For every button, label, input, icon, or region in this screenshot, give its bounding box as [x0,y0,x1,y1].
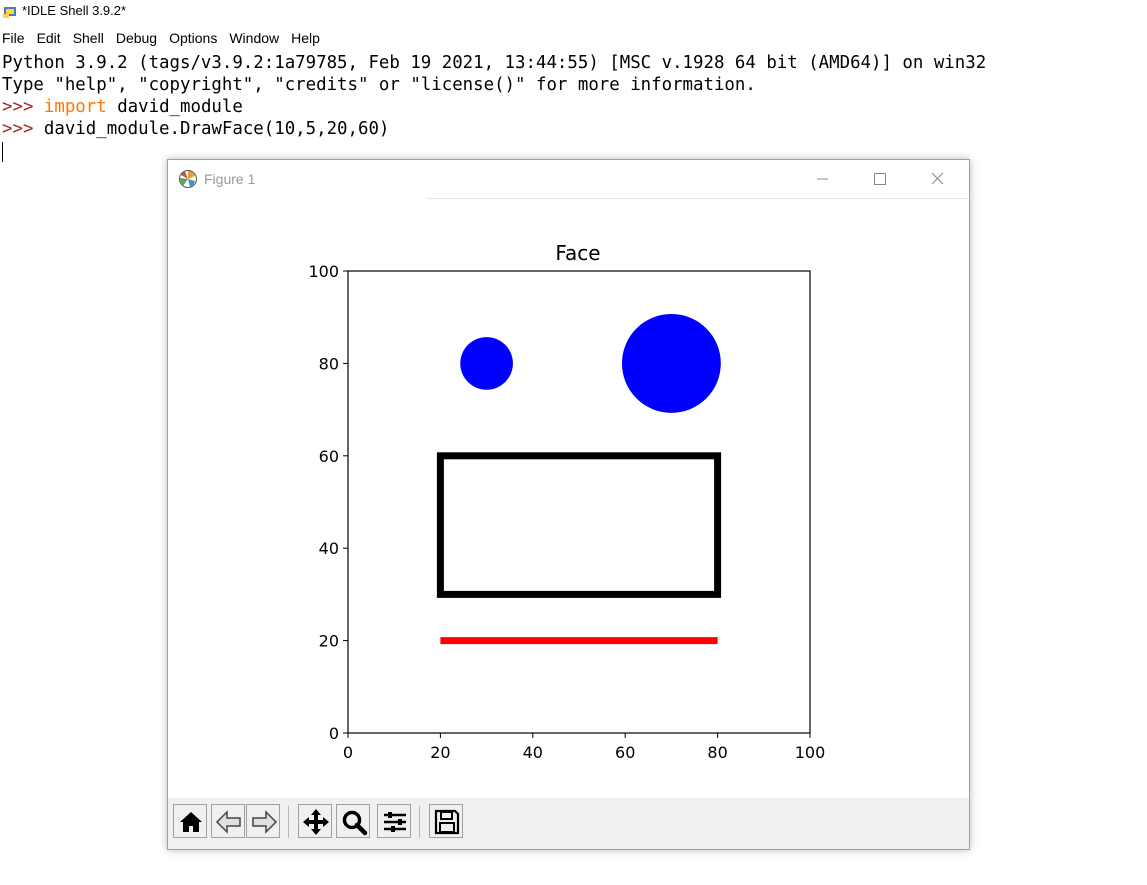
title-bar: *IDLE Shell 3.9.2* [0,0,1147,24]
minimize-icon[interactable] [799,164,845,194]
x-tick-label: 40 [523,743,543,762]
shell-prompt: >>> [2,119,44,139]
back-button[interactable] [211,804,245,838]
figure-title: Figure 1 [204,171,256,187]
command-text: david_module.DrawFace(10,5,20,60) [43,119,390,139]
menu-window[interactable]: Window [229,30,280,46]
y-tick-label: 100 [308,262,339,281]
shell-command-line-2: >>> david_module.DrawFace(10,5,20,60) [2,118,389,140]
close-icon[interactable] [914,164,960,194]
menu-shell[interactable]: Shell [72,30,104,46]
chart-title: Face [555,241,600,265]
menu-help[interactable]: Help [291,30,320,46]
x-tick-label: 100 [795,743,826,762]
python-keyword: import [43,97,107,117]
x-tick-label: 60 [615,743,635,762]
x-tick-label: 80 [707,743,727,762]
x-tick-label: 0 [343,743,353,762]
menu-options[interactable]: Options [169,30,218,46]
right-eye [621,313,721,413]
home-icon [180,812,202,832]
left-eye [460,337,513,390]
window-title: *IDLE Shell 3.9.2* [22,3,127,18]
banner-line-1: Python 3.9.2 (tags/v3.9.2:1a79785, Feb 1… [2,53,987,73]
shell-command-line-1: >>> import david_module [2,96,243,118]
y-tick-label: 40 [319,539,339,558]
figure-window: Figure 1 Face 0 20 40 60 80 100 0 20 40 60 80 100 [167,159,970,850]
plot-marks [436,313,722,645]
plot-canvas[interactable]: Face 0 20 40 60 80 100 0 20 40 60 80 100 [168,200,969,798]
y-tick-label: 0 [329,724,339,743]
axis-ticks: 0 20 40 60 80 100 0 20 40 60 80 100 [308,262,825,762]
x-tick-label: 20 [430,743,450,762]
forward-button[interactable] [246,804,280,838]
save-icon [434,809,460,835]
python-idle-icon [3,7,16,18]
title-separator [426,198,969,199]
command-text: david_module [106,97,243,117]
menu-debug[interactable]: Debug [115,30,158,46]
menu-edit[interactable]: Edit [36,30,61,46]
nose [436,452,722,598]
matplotlib-icon [179,170,197,188]
y-tick-label: 60 [319,447,339,466]
save-button[interactable] [429,804,463,838]
y-tick-label: 20 [319,632,339,651]
shell-prompt: >>> [2,97,44,117]
text-cursor [2,142,3,162]
figure-title-bar: Figure 1 [168,160,969,198]
configure-subplots-button[interactable] [377,804,411,838]
back-arrow-icon [215,810,241,834]
shell-text-area[interactable]: Python 3.9.2 (tags/v3.9.2:1a79785, Feb 1… [0,50,1147,885]
home-button[interactable] [173,804,207,838]
axes-frame [347,270,811,734]
configure-subplots-icon [384,812,406,832]
zoom-button[interactable] [336,804,370,838]
pan-button[interactable] [298,804,332,838]
y-tick-label: 80 [319,354,339,373]
menu-file[interactable]: File [2,30,25,46]
maximize-icon[interactable] [856,164,902,194]
toolbar-separator [288,806,289,838]
menu-bar: File Edit Shell Debug Options Window Hel… [0,27,327,49]
navigation-toolbar [168,798,969,849]
pan-icon [303,809,329,835]
toolbar-separator [419,806,420,838]
banner-line-2: Type "help", "copyright", "credits" or "… [2,75,756,95]
forward-arrow-icon [252,810,278,834]
zoom-icon [342,810,368,836]
